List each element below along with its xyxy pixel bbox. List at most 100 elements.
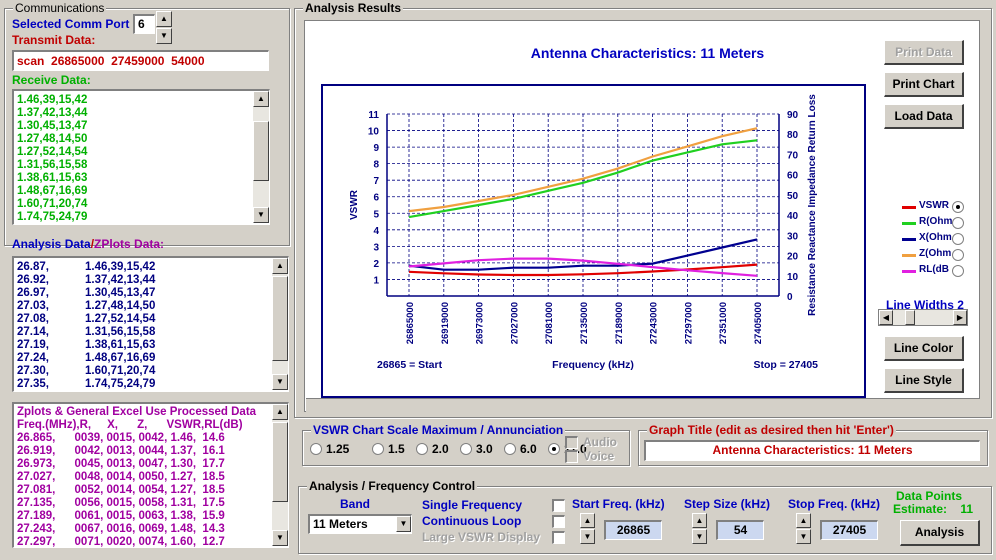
slider-right-icon[interactable]: ▶	[953, 310, 967, 325]
legend-radio[interactable]	[952, 233, 964, 245]
legend-radio[interactable]	[952, 249, 964, 261]
vswr-scale-radio[interactable]	[548, 443, 560, 455]
receive-scrollbar[interactable]: ▲ ▼	[253, 91, 269, 223]
voice-label: Voice	[583, 449, 615, 463]
vswr-scale-radio[interactable]	[504, 443, 516, 455]
large-vswr-checkbox[interactable]	[552, 531, 565, 544]
zplots-list[interactable]: Zplots & General Excel Use Processed Dat…	[12, 402, 289, 548]
stop-freq-up-button[interactable]: ▲	[796, 513, 811, 528]
graph-title-value: Antenna Characteristics: 11 Meters	[712, 443, 913, 457]
x-tick-label: 27027000	[509, 302, 520, 344]
y-tick-label: 2	[373, 259, 379, 270]
slider-left-icon[interactable]: ◀	[879, 310, 893, 325]
vswr-scale-radio[interactable]	[310, 443, 322, 455]
vswr-scale-option-label: 1.5	[388, 442, 405, 456]
graph-title-input[interactable]: Antenna Characteristics: 11 Meters	[644, 440, 980, 461]
comm-port-down-button[interactable]: ▼	[156, 28, 172, 44]
stop-freq-field[interactable]: 27405	[820, 520, 878, 540]
legend-swatch	[902, 254, 916, 257]
step-size-down-button[interactable]: ▼	[692, 529, 707, 544]
scroll-down-icon[interactable]: ▼	[272, 530, 288, 546]
start-freq-up-button[interactable]: ▲	[580, 513, 595, 528]
comm-port-label: Selected Comm Port	[12, 17, 130, 31]
analysis-row[interactable]: 27.24, 1.48,67,16,69	[17, 352, 155, 365]
transmit-input[interactable]: scan 26865000 27459000 54000	[12, 50, 269, 71]
start-freq-field[interactable]: 26865	[604, 520, 662, 540]
print-data-button[interactable]: Print Data	[884, 40, 964, 65]
analysis-row[interactable]: 27.08, 1.27,52,14,54	[17, 313, 155, 326]
analysis-row[interactable]: 27.30, 1.60,71,20,74	[17, 365, 155, 378]
communications-group: Communications	[4, 1, 290, 246]
y2-tick-label: 50	[787, 191, 799, 202]
scroll-down-icon[interactable]: ▼	[272, 374, 288, 390]
line-widths-text: Line Widths	[886, 298, 954, 312]
legend-radio[interactable]	[952, 201, 964, 213]
analysis-button[interactable]: Analysis	[900, 520, 980, 546]
analysis-row-freq: 27.08,	[17, 313, 49, 325]
line-widths-slider[interactable]: ◀ ▶	[878, 309, 968, 326]
voice-checkbox[interactable]	[565, 450, 578, 463]
scroll-down-icon[interactable]: ▼	[253, 207, 269, 223]
single-frequency-label[interactable]: Single Frequency	[422, 498, 523, 512]
stop-freq-down-button[interactable]: ▼	[796, 529, 811, 544]
analysis-row[interactable]: 27.03, 1.27,48,14,50	[17, 300, 155, 313]
chart-legend: VSWR R(Ohm X(Ohm Z(Ohm RL(dB	[900, 200, 970, 280]
line-style-button[interactable]: Line Style	[884, 368, 964, 393]
chevron-down-icon[interactable]: ▼	[396, 516, 411, 532]
analysis-row-freq: 26.87,	[17, 261, 49, 273]
series-line-xohm	[408, 238, 758, 271]
series-line-zohm	[408, 127, 758, 213]
zplots-scrollbar[interactable]: ▲ ▼	[272, 404, 288, 546]
analysis-scrollbar[interactable]: ▲ ▼	[272, 258, 288, 390]
analysis-row[interactable]: 26.92, 1.37,42,13,44	[17, 274, 155, 287]
receive-line: 1.31,56,15,58	[17, 159, 88, 171]
scroll-up-icon[interactable]: ▲	[272, 258, 288, 274]
y-tick-label: 6	[373, 193, 379, 204]
scroll-thumb[interactable]	[272, 422, 288, 502]
comm-port-up-button[interactable]: ▲	[156, 11, 172, 27]
analysis-data-list[interactable]: 26.87, 1.46,39,15,42 26.92, 1.37,42,13,44 26…	[12, 256, 289, 392]
load-data-button[interactable]: Load Data	[884, 104, 964, 129]
receive-label: Receive Data:	[12, 73, 91, 87]
vswr-scale-radio[interactable]	[460, 443, 472, 455]
analysis-row[interactable]: 27.19, 1.38,61,15,63	[17, 339, 155, 352]
analysis-row[interactable]: 26.97, 1.30,45,13,47	[17, 287, 155, 300]
analysis-row-values: 1.31,56,15,58	[85, 326, 156, 338]
receive-list[interactable]: 1.46,39,15,42 1.37,42,13,44 1.30,45,13,47 1…	[12, 89, 270, 225]
vswr-scale-radio[interactable]	[372, 443, 384, 455]
legend-radio[interactable]	[952, 217, 964, 229]
step-size-up-button[interactable]: ▲	[692, 513, 707, 528]
single-frequency-checkbox[interactable]	[552, 499, 565, 512]
vswr-scale-radio[interactable]	[416, 443, 428, 455]
analysis-row[interactable]: 26.87, 1.46,39,15,42	[17, 261, 155, 274]
print-chart-button[interactable]: Print Chart	[884, 72, 964, 97]
step-size-field[interactable]: 54	[716, 520, 764, 540]
x-tick-label: 27297000	[683, 302, 694, 344]
stop-freq-label: Stop Freq. (kHz)	[788, 497, 880, 511]
scroll-thumb[interactable]	[272, 276, 288, 361]
audio-checkbox[interactable]	[565, 436, 578, 449]
receive-line: 1.48,67,16,69	[17, 185, 88, 197]
analysis-row-values: 1.27,52,14,54	[85, 313, 156, 325]
line-color-button[interactable]: Line Color	[884, 336, 964, 361]
continuous-loop-checkbox[interactable]	[552, 515, 565, 528]
analysis-row[interactable]: 27.14, 1.31,56,15,58	[17, 326, 155, 339]
start-freq-down-button[interactable]: ▼	[580, 529, 595, 544]
x-tick-label: 27189000	[614, 302, 625, 344]
analysis-row[interactable]: 27.35, 1.74,75,24,79	[17, 378, 155, 391]
vswr-scale-option-label: 1.25	[326, 442, 350, 456]
legend-label: X(Ohm	[919, 232, 952, 243]
chart-hscroll[interactable]	[306, 398, 980, 412]
large-vswr-label[interactable]: Large VSWR Display	[422, 530, 541, 544]
scroll-up-icon[interactable]: ▲	[253, 91, 269, 107]
y-tick-label: 3	[373, 242, 379, 253]
comm-port-field[interactable]: 6	[133, 14, 155, 34]
continuous-loop-label[interactable]: Continuous Loop	[422, 514, 522, 528]
audio-label: Audio	[583, 435, 617, 449]
y2-tick-label: 90	[787, 110, 799, 121]
band-select[interactable]: 11 Meters ▼	[308, 514, 412, 534]
scroll-thumb[interactable]	[253, 121, 269, 181]
scroll-up-icon[interactable]: ▲	[272, 404, 288, 420]
slider-thumb[interactable]	[905, 310, 915, 325]
legend-radio[interactable]	[952, 265, 964, 277]
